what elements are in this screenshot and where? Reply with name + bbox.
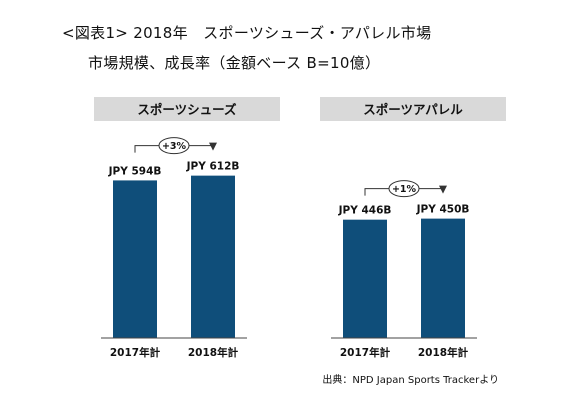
bar-apparel-1 — [343, 219, 387, 338]
growth-oval-apparel — [388, 180, 420, 198]
category-label-shoes-2: 2018年計 — [188, 346, 239, 359]
panel-title-shoes: スポーツシューズ — [137, 102, 237, 117]
source-note: 出典：NPD Japan Sports Trackerより — [322, 375, 499, 386]
growth-label-shoes: +3% — [162, 141, 187, 152]
bar-shoes-1 — [113, 180, 157, 338]
chart-title-line1: <図表1> 2018年 スポーツシューズ・アパレル市場 — [62, 24, 432, 42]
panel-title-apparel: スポーツアパレル — [363, 102, 463, 117]
bar-apparel-2 — [421, 218, 465, 338]
category-label-apparel-2: 2018年計 — [418, 346, 469, 359]
growth-oval-shoes — [158, 137, 190, 155]
category-label-shoes-1: 2017年計 — [110, 346, 161, 359]
chart-title-line2: 市場規模、成長率（金額ベース B=10億） — [88, 54, 381, 72]
data-label-shoes-2: JPY 612B — [186, 161, 240, 173]
growth-label-apparel: +1% — [392, 184, 417, 195]
data-label-apparel-1: JPY 446B — [338, 205, 392, 217]
category-label-apparel-1: 2017年計 — [340, 346, 391, 359]
data-label-shoes-1: JPY 594B — [108, 165, 162, 177]
panel-header-shoes — [94, 97, 280, 121]
bar-shoes-2 — [191, 175, 235, 338]
panel-header-apparel — [320, 97, 506, 121]
data-label-apparel-2: JPY 450B — [416, 204, 470, 216]
